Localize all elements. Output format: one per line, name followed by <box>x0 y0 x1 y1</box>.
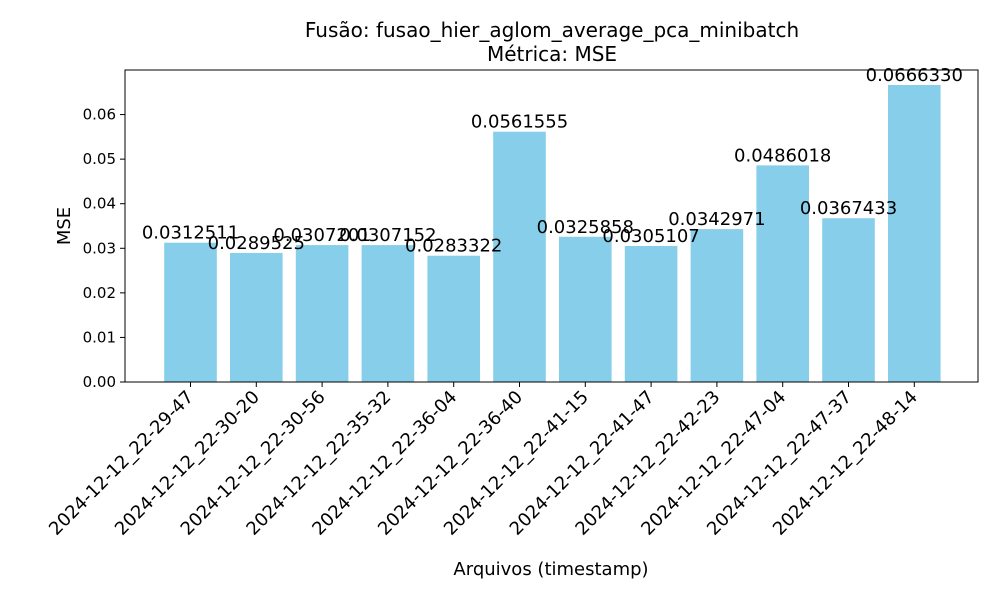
y-tick-label: 0.03 <box>83 239 116 257</box>
data-label: 0.0283322 <box>405 236 502 257</box>
bar <box>295 245 349 382</box>
x-axis-label: Arquivos (timestamp) <box>453 559 648 580</box>
y-tick-label: 0.01 <box>83 328 116 346</box>
bar <box>756 165 809 382</box>
y-tick-label: 0.05 <box>83 150 116 168</box>
bar <box>361 245 415 382</box>
bar <box>888 85 941 382</box>
data-label: 0.0307152 <box>339 225 436 246</box>
data-label: 0.0486018 <box>734 145 831 166</box>
y-tick-label: 0.06 <box>83 106 116 124</box>
data-label: 0.0289525 <box>208 233 305 254</box>
y-tick-label: 0.02 <box>83 284 116 302</box>
data-label: 0.0325858 <box>537 217 634 238</box>
bar <box>164 242 217 382</box>
bar <box>559 236 612 382</box>
y-tick-label: 0.00 <box>83 373 116 391</box>
chart-title: Fusão: fusao_hier_aglom_average_pca_mini… <box>305 18 799 42</box>
y-axis-label: MSE <box>54 207 75 245</box>
chart-subtitle: Métrica: MSE <box>487 42 617 66</box>
bar <box>493 131 546 382</box>
bar <box>427 255 480 382</box>
y-tick-label: 0.04 <box>83 195 116 213</box>
data-label: 0.0367433 <box>800 198 897 219</box>
data-label: 0.0666330 <box>866 65 963 86</box>
x-axis-ticks: 2024-12-12_22-29-472024-12-12_22-30-2020… <box>45 382 922 540</box>
data-label: 0.0342971 <box>668 209 765 230</box>
bar <box>690 229 744 382</box>
bar <box>624 246 678 382</box>
data-label: 0.0305107 <box>602 226 699 247</box>
y-axis-ticks: 0.00 0.01 0.02 0.03 0.04 0.05 0.06 <box>83 106 125 391</box>
data-label: 0.0312511 <box>142 223 239 244</box>
data-label: 0.0561555 <box>471 112 568 133</box>
plot-frame <box>124 69 979 383</box>
data-labels: 0.03125110.02895250.03072010.03071520.02… <box>142 65 963 257</box>
bar <box>822 218 875 382</box>
bars <box>164 85 941 382</box>
data-label: 0.0307201 <box>273 225 370 246</box>
bar <box>230 252 283 382</box>
